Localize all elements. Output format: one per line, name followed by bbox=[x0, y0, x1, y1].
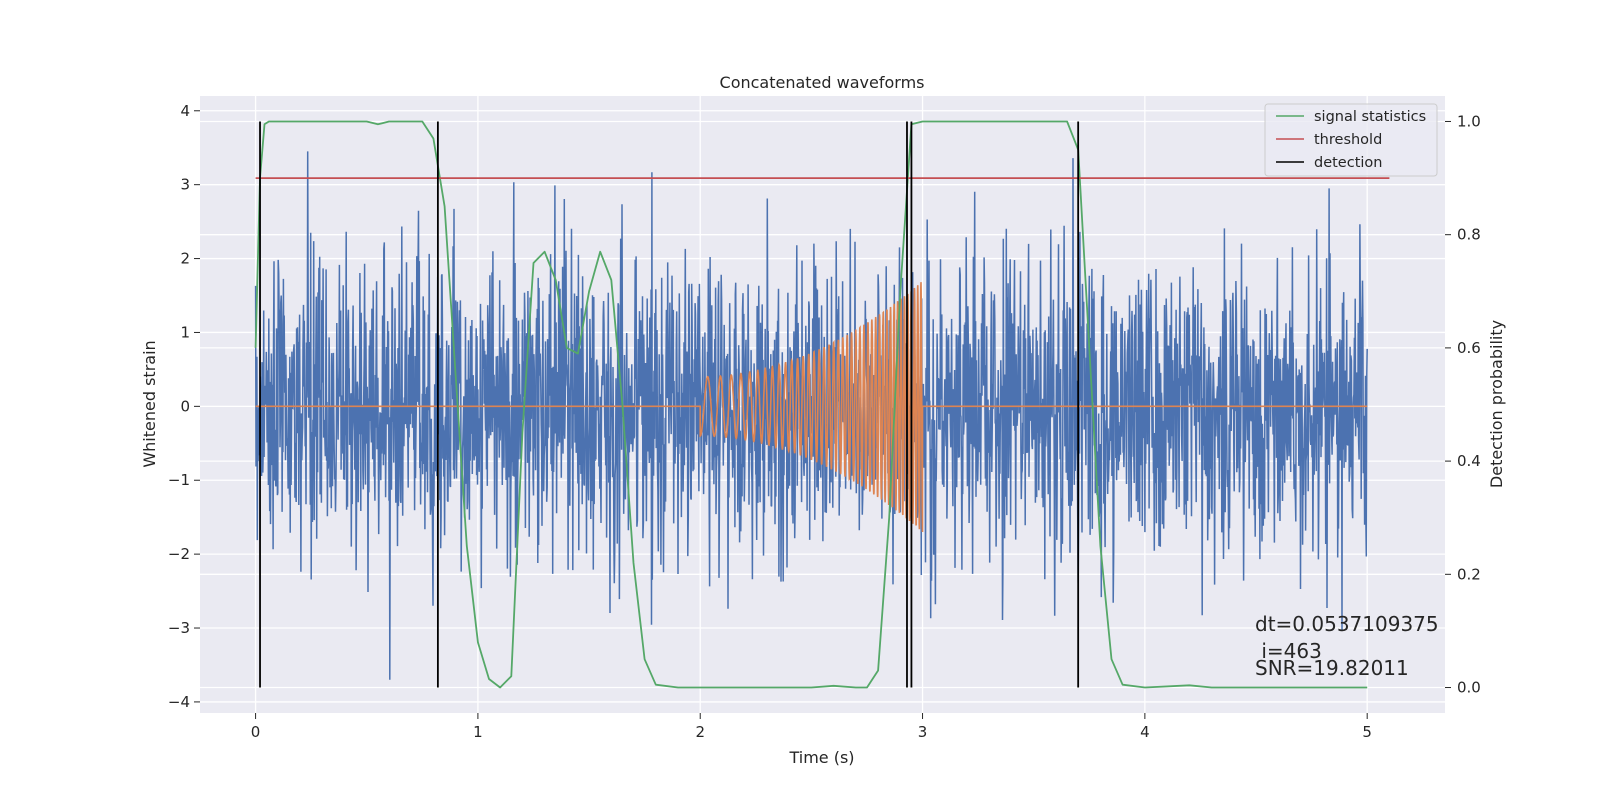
x-tick-label: 2 bbox=[695, 723, 705, 741]
y-tick-label: 2 bbox=[180, 250, 190, 268]
x-axis-label: Time (s) bbox=[788, 748, 854, 767]
legend-label-detection: detection bbox=[1314, 155, 1382, 171]
y-tick-label: −3 bbox=[168, 619, 190, 637]
y-tick-label: −4 bbox=[168, 693, 190, 711]
index-annotation: i=463 bbox=[1255, 639, 1322, 663]
x-tick-label: 0 bbox=[251, 723, 261, 741]
chart-title: Concatenated waveforms bbox=[720, 73, 925, 92]
ticks-layer: 0 1 2 3 4 5 −4 −3 −2 −1 0 1 2 3 4 0.0 0.2 0.4 0.6 0.8 1.0 bbox=[168, 102, 1481, 741]
x-tick-label: 4 bbox=[1140, 723, 1150, 741]
x-tick-label: 1 bbox=[473, 723, 483, 741]
y-right-tick-label: 0.8 bbox=[1457, 226, 1481, 244]
series-whitened-strain-line bbox=[254, 151, 1368, 680]
y-tick-label: 0 bbox=[180, 397, 190, 415]
series-layer bbox=[254, 120, 1390, 689]
series-template-waveform-line bbox=[255, 282, 1368, 533]
snr-annotation: SNR=19.82011 bbox=[1255, 656, 1409, 680]
legend: signal statistics threshold detection bbox=[1264, 103, 1438, 177]
y-right-tick-label: 1.0 bbox=[1457, 112, 1481, 130]
legend-label-signal-statistics: signal statistics bbox=[1314, 109, 1426, 125]
x-tick-label: 5 bbox=[1362, 723, 1372, 741]
y-right-tick-label: 0.0 bbox=[1457, 679, 1481, 697]
y-axis-label: Whitened strain bbox=[140, 340, 159, 467]
annotations: dt=0.0537109375 i=463 SNR=19.82011 bbox=[1255, 612, 1439, 680]
y-right-tick-label: 0.6 bbox=[1457, 339, 1481, 357]
y-tick-label: −1 bbox=[168, 471, 190, 489]
y-tick-label: 1 bbox=[180, 323, 190, 341]
series-signal-statistics-line bbox=[254, 120, 1368, 689]
y-right-axis-label: Detection probability bbox=[1487, 320, 1506, 488]
legend-box bbox=[1264, 103, 1438, 177]
y-tick-label: −2 bbox=[168, 545, 190, 563]
y-tick-label: 4 bbox=[180, 102, 190, 120]
legend-label-threshold: threshold bbox=[1314, 132, 1382, 148]
y-right-tick-label: 0.4 bbox=[1457, 452, 1481, 470]
y-right-tick-label: 0.2 bbox=[1457, 565, 1481, 583]
y-tick-label: 3 bbox=[180, 176, 190, 194]
x-tick-label: 3 bbox=[918, 723, 928, 741]
dt-annotation: dt=0.0537109375 bbox=[1255, 612, 1439, 636]
